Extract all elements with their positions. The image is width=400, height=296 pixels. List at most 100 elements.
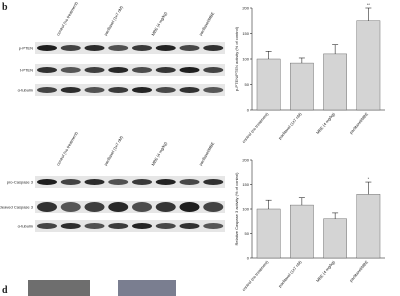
panel-label: b <box>2 2 8 13</box>
bar <box>290 62 314 111</box>
error-bar <box>365 7 372 21</box>
blot-band <box>203 87 224 93</box>
row-label: α-tubulin <box>18 88 33 93</box>
blot-band <box>155 67 176 73</box>
blot-band <box>108 67 129 73</box>
column-label: paclitaxel (1x7 nM) <box>103 4 124 36</box>
error-bar <box>298 57 305 64</box>
blot-band <box>84 45 105 51</box>
blot-band <box>155 223 176 229</box>
blot-band <box>203 67 224 73</box>
blot-band <box>132 202 152 212</box>
blot-band <box>108 223 129 229</box>
error-bar <box>265 51 272 59</box>
blot-band <box>179 67 200 73</box>
y-tick-label: 0 <box>247 108 250 113</box>
blot-band <box>37 87 57 93</box>
blot-band <box>84 223 105 229</box>
blot-band <box>155 179 176 185</box>
blot-band <box>203 179 224 185</box>
panel-label: d <box>2 285 8 296</box>
blot-band <box>84 67 105 73</box>
blot-strip <box>35 201 225 213</box>
blot-band <box>179 179 200 185</box>
row-label: p-PTEN <box>19 46 33 51</box>
blot-band <box>179 87 200 93</box>
y-tick-label: 150 <box>242 182 249 187</box>
bar <box>256 58 281 111</box>
error-bar <box>298 197 305 206</box>
blot-band <box>60 179 81 185</box>
y-tick-label: 150 <box>242 31 249 36</box>
blot-strip <box>35 176 225 188</box>
blot-strip <box>35 64 225 76</box>
column-label: control (no treatment) <box>55 0 79 36</box>
significance: * <box>368 176 370 181</box>
row-label: cleaved Caspase 3 <box>0 205 34 210</box>
y-axis-label: Relative Caspase 3 activity (% of contro… <box>234 172 239 246</box>
blot-strip <box>35 84 225 96</box>
blot-band <box>60 87 81 93</box>
error-bar <box>365 181 372 195</box>
blot-band <box>203 45 224 51</box>
blot-band <box>37 179 57 185</box>
bar <box>256 208 281 259</box>
significance: ** <box>367 2 371 7</box>
blot-band <box>60 67 81 73</box>
x-tick-label: paclitaxel/MBE <box>348 259 369 283</box>
blot-strip <box>35 220 225 232</box>
blot-band <box>203 202 224 212</box>
bar <box>356 194 381 259</box>
blot-band <box>108 45 129 51</box>
y-tick-label: 100 <box>242 207 249 212</box>
blot-band <box>155 87 176 93</box>
y-tick-label: 200 <box>242 158 249 163</box>
error-bar <box>265 199 272 209</box>
row-label: pro-Caspase 3 <box>7 180 34 185</box>
x-tick-label: MBE (4 mg/kg) <box>315 111 336 135</box>
blot-band <box>108 179 129 185</box>
x-tick-label: paclitaxel (1x7 nM) <box>277 259 303 288</box>
blot-band <box>132 45 152 51</box>
blot-band <box>84 87 105 93</box>
blot-band <box>179 202 200 212</box>
x-tick-label: control (no treatment) <box>241 259 270 292</box>
x-tick-label: MBE (4 mg/kg) <box>315 259 336 283</box>
column-label: MBE (4 mg/kg) <box>150 10 168 36</box>
blot-band <box>108 87 129 93</box>
bar <box>290 204 314 259</box>
blot-band <box>84 202 105 212</box>
blot-band <box>132 223 152 229</box>
y-tick-label: 0 <box>247 256 250 261</box>
blot-band <box>37 45 57 51</box>
y-tick-label: 100 <box>242 57 249 62</box>
error-bar <box>332 44 339 54</box>
row-label: α-tubulin <box>18 224 33 229</box>
column-label: paclitaxel/MBE <box>198 11 216 37</box>
x-tick-label: control (no treatment) <box>241 111 270 144</box>
column-label: paclitaxel/MBE <box>198 141 216 167</box>
blot-band <box>60 223 81 229</box>
blot-band <box>60 202 81 212</box>
blot-band <box>132 87 152 93</box>
x-tick-label: paclitaxel/MBE <box>348 111 369 135</box>
blot-band <box>155 45 176 51</box>
blot-band <box>132 67 152 73</box>
blot-band <box>84 179 105 185</box>
blot-band <box>203 223 224 229</box>
blot-band <box>108 202 129 212</box>
bar <box>323 53 347 111</box>
column-label: paclitaxel (1x7 nM) <box>103 134 124 166</box>
y-axis-label: p-PTEN/PTEN activity (% of control) <box>234 26 239 91</box>
y-tick-label: 50 <box>245 82 250 87</box>
blot-band <box>60 45 81 51</box>
y-tick-label: 200 <box>242 6 249 11</box>
micrograph <box>28 280 90 296</box>
blot-band <box>132 179 152 185</box>
blot-band <box>155 202 176 212</box>
y-tick-label: 50 <box>245 231 250 236</box>
blot-band <box>179 223 200 229</box>
blot-band <box>37 67 57 73</box>
error-bar <box>332 212 339 219</box>
blot-band <box>37 223 57 229</box>
